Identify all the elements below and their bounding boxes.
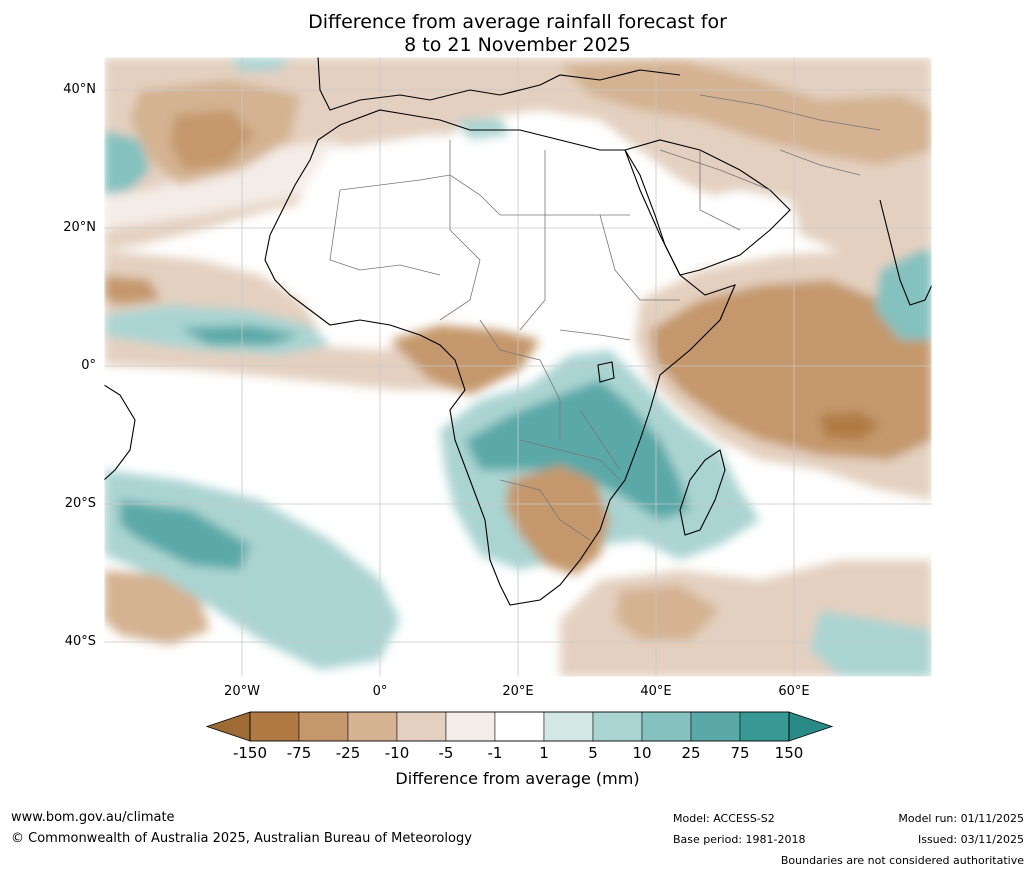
footer-disclaimer: Boundaries are not considered authoritat…: [780, 854, 1024, 867]
wet-anomaly-mediterranean: [455, 118, 510, 140]
colour-bar-label: 1: [539, 744, 549, 762]
footer-model-run: Model run: 01/11/2025: [898, 812, 1024, 825]
lon-tick-40e: 40°E: [640, 684, 672, 699]
footer-copyright: © Commonwealth of Australia 2025, Austra…: [11, 831, 472, 846]
colour-bar-outline: [249, 711, 790, 742]
colour-bar-swatch: [543, 711, 594, 742]
colour-bar-label: -25: [335, 744, 361, 762]
colour-bar-swatch: [298, 711, 349, 742]
colour-bar-swatch: [641, 711, 692, 742]
neutral-sahara: [290, 135, 660, 300]
colour-bar-title: Difference from average (mm): [395, 769, 640, 788]
colour-bar-swatch: [347, 711, 398, 742]
lat-tick-20n: 20°N: [63, 220, 96, 235]
dry-anomaly-southern-ocean-core: [615, 585, 720, 640]
colour-bar-label: 150: [774, 744, 804, 762]
wet-anomaly-north-east: [230, 57, 290, 72]
dry-anomaly-indian-ocean-core: [820, 412, 880, 440]
colour-bar-swatch: [592, 711, 643, 742]
lat-tick-20s: 20°S: [64, 496, 96, 511]
colour-bar-label: -5: [438, 744, 454, 762]
colour-bar-label: -10: [384, 744, 410, 762]
colour-bar-swatch: [690, 711, 741, 742]
colour-bar-swatch: [445, 711, 496, 742]
colour-bar-arrow-right: [788, 711, 834, 742]
lake-victoria: [597, 361, 615, 383]
lat-tick-40s: 40°S: [64, 634, 96, 649]
coastlines: [104, 57, 932, 606]
lat-tick-40n: 40°N: [63, 82, 96, 97]
colour-bar-label: -150: [232, 744, 268, 762]
europe-coastline: [317, 57, 681, 111]
dry-anomaly-south-west: [104, 570, 210, 645]
india-coastline: [879, 199, 932, 306]
dry-anomaly-botswana: [505, 465, 610, 575]
graticule: [104, 57, 932, 677]
map-title-line2: 8 to 21 November 2025: [404, 34, 631, 56]
footer-issued: Issued: 03/11/2025: [917, 833, 1024, 846]
wet-anomaly-arabian-sea: [875, 250, 932, 340]
lon-tick-20e: 20°E: [502, 684, 534, 699]
wet-anomaly-gulf-of-guinea-core: [180, 325, 300, 345]
colour-bar-label: 25: [681, 744, 701, 762]
wet-anomaly-north-atlantic: [104, 130, 150, 195]
colour-bar: [205, 711, 834, 742]
wet-anomaly-south-atlantic-core: [120, 500, 250, 570]
lat-tick-0: 0°: [81, 358, 96, 373]
africa-coastline: [264, 109, 736, 606]
dry-anomaly-west-africa-core: [104, 275, 160, 305]
madagascar-coastline: [679, 449, 726, 536]
lon-tick-60e: 60°E: [778, 684, 810, 699]
anomaly-contours: [104, 57, 932, 677]
lon-tick-0: 0°: [372, 684, 388, 699]
colour-bar-swatch: [494, 711, 545, 742]
south-america-coastline: [104, 384, 136, 481]
colour-bar-label: -75: [286, 744, 312, 762]
dry-anomaly-atlantic-north-core: [170, 110, 255, 170]
map-title-line1: Difference from average rainfall forecas…: [308, 11, 727, 33]
colour-bar-label: 5: [588, 744, 598, 762]
colour-bar-label: 75: [730, 744, 750, 762]
colour-bar-label: 10: [632, 744, 652, 762]
colour-bar-arrow-left: [205, 711, 251, 742]
country-borders: [329, 94, 881, 541]
wet-anomaly-southern-africa-core: [465, 380, 690, 520]
footer-website[interactable]: www.bom.gov.au/climate: [11, 810, 175, 825]
footer-model: Model: ACCESS-S2: [673, 812, 775, 825]
neutral-arabia: [690, 190, 800, 245]
colour-bar-label: -1: [487, 744, 503, 762]
footer-base-period: Base period: 1981-2018: [673, 833, 806, 846]
colour-bar-swatch: [396, 711, 447, 742]
dry-anomaly-congo: [390, 325, 540, 395]
wet-anomaly-southern-ocean: [810, 610, 932, 677]
map-border: [103, 56, 933, 678]
lon-tick-20w: 20°W: [224, 684, 260, 699]
colour-bar-swatch: [249, 711, 300, 742]
colour-bar-swatch: [739, 711, 790, 742]
dry-anomaly-mediterranean: [560, 60, 932, 165]
